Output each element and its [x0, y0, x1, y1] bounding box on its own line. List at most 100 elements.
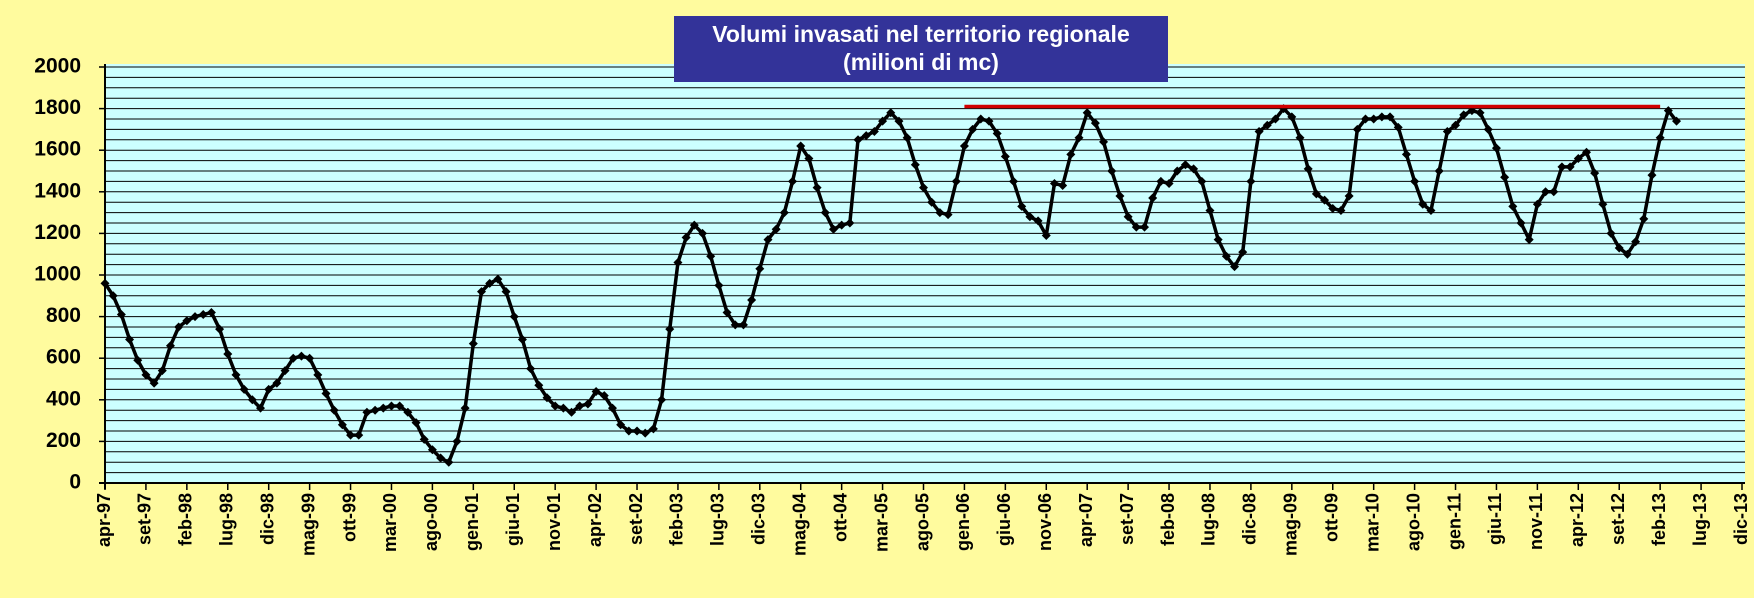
- data-point: [1475, 108, 1485, 118]
- data-point: [1074, 133, 1084, 143]
- data-point: [1115, 191, 1125, 201]
- data-point: [976, 114, 986, 124]
- data-point: [1500, 172, 1510, 182]
- x-tick-label: dic-13: [1731, 493, 1751, 545]
- data-point: [509, 312, 519, 322]
- data-point: [1213, 235, 1223, 245]
- data-point: [526, 364, 536, 374]
- data-point: [1320, 195, 1330, 205]
- data-point: [337, 420, 347, 430]
- data-point: [1090, 118, 1100, 128]
- data-point: [272, 378, 282, 388]
- data-point: [673, 258, 683, 268]
- x-tick-label: set-97: [135, 493, 155, 545]
- data-point: [1639, 214, 1649, 224]
- data-point: [1352, 124, 1362, 134]
- plot-area: [105, 64, 1745, 483]
- data-point: [951, 176, 961, 186]
- data-point: [558, 403, 568, 413]
- data-point: [771, 224, 781, 234]
- data-point: [1418, 199, 1428, 209]
- x-tick-label: ago-00: [421, 493, 441, 551]
- data-point: [567, 407, 577, 417]
- data-point: [1336, 206, 1346, 216]
- data-point: [1287, 112, 1297, 122]
- data-point: [1451, 120, 1461, 130]
- data-point: [1541, 187, 1551, 197]
- data-point: [886, 108, 896, 118]
- data-point: [1009, 176, 1019, 186]
- data-point: [853, 135, 863, 145]
- data-point: [1483, 124, 1493, 134]
- x-tick-label: lug-03: [708, 493, 728, 546]
- x-tick-label: feb-08: [1158, 493, 1178, 546]
- data-point: [845, 218, 855, 228]
- data-point: [1246, 176, 1256, 186]
- data-point: [828, 224, 838, 234]
- data-point: [1254, 126, 1264, 136]
- data-point: [550, 401, 560, 411]
- data-point: [239, 384, 249, 394]
- data-point: [280, 366, 290, 376]
- data-point: [1131, 222, 1141, 232]
- data-point: [198, 310, 208, 320]
- title-box: [674, 16, 1168, 82]
- data-point: [354, 430, 364, 440]
- data-point: [329, 405, 339, 415]
- data-point: [706, 251, 716, 261]
- data-point: [436, 453, 446, 463]
- data-point: [820, 208, 830, 218]
- data-point: [411, 418, 421, 428]
- data-point: [264, 384, 274, 394]
- data-point: [869, 126, 879, 136]
- x-tick-label: giu-11: [1485, 493, 1505, 545]
- data-point: [1442, 126, 1452, 136]
- data-point: [1549, 187, 1559, 197]
- data-point: [689, 220, 699, 230]
- data-point: [894, 116, 904, 126]
- data-point: [247, 395, 257, 405]
- data-point: [640, 428, 650, 438]
- data-point: [1581, 147, 1591, 157]
- data-point: [1622, 249, 1632, 259]
- y-tick-label: 600: [46, 346, 81, 369]
- data-point: [460, 403, 470, 413]
- data-point: [1123, 212, 1133, 222]
- data-point: [1148, 193, 1158, 203]
- data-point: [1369, 114, 1379, 124]
- data-point: [755, 264, 765, 274]
- data-point: [1270, 114, 1280, 124]
- data-point: [1262, 120, 1272, 130]
- data-point: [346, 430, 356, 440]
- x-tick-label: ago-10: [1403, 493, 1423, 551]
- data-point: [804, 154, 814, 164]
- x-tick-label: lug-13: [1690, 493, 1710, 546]
- x-tick-label: apr-12: [1567, 493, 1587, 547]
- data-point: [919, 183, 928, 193]
- data-point: [730, 320, 740, 330]
- data-point: [1590, 168, 1600, 178]
- data-point: [305, 353, 315, 363]
- data-point: [583, 399, 593, 409]
- x-tick-label: ott-99: [339, 493, 359, 542]
- data-point: [419, 434, 429, 444]
- data-point: [1164, 178, 1174, 188]
- x-tick-label: nov-11: [1526, 493, 1546, 550]
- data-point: [1082, 108, 1092, 118]
- data-point: [141, 370, 151, 380]
- data-point: [370, 405, 380, 415]
- data-point: [395, 401, 405, 411]
- grid: [105, 66, 1745, 484]
- data-point: [1221, 251, 1231, 261]
- data-point: [1156, 176, 1166, 186]
- x-tick-label: gen-01: [462, 493, 482, 551]
- x-tick-label: set-07: [1117, 493, 1137, 545]
- data-point: [935, 208, 945, 218]
- data-point: [959, 141, 969, 151]
- data-point: [477, 287, 487, 297]
- data-point: [1107, 166, 1117, 176]
- data-point: [992, 129, 1002, 139]
- data-point: [223, 349, 233, 359]
- x-tick-label: gen-11: [1444, 493, 1464, 550]
